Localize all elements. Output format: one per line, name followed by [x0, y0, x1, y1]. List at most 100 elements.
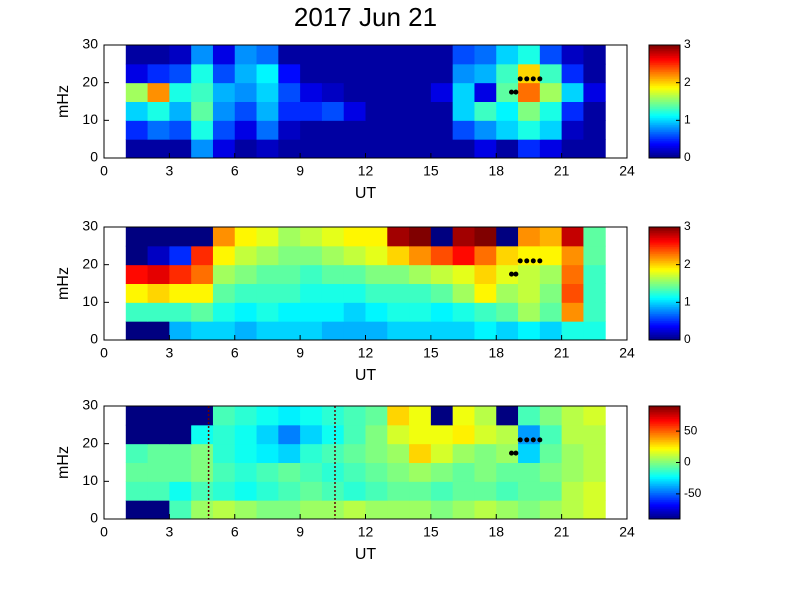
heatmap-cell [212, 443, 236, 463]
colorbar-step [649, 295, 680, 299]
x-tick-label: 9 [296, 524, 304, 540]
heatmap-cell [212, 424, 236, 445]
heatmap-cell [300, 45, 323, 65]
heatmap-cell [321, 462, 345, 482]
heatmap-cell [212, 63, 236, 84]
colorbar-step [649, 57, 680, 60]
marker [513, 89, 519, 95]
heatmap-cell [474, 424, 497, 445]
heatmap-cell [212, 462, 236, 482]
colorbar-step [649, 278, 680, 281]
heatmap-cell [430, 481, 454, 501]
heatmap-cell [387, 264, 410, 284]
heatmap-cell [583, 227, 606, 247]
colorbar-step [649, 46, 680, 50]
heatmap-cell [561, 424, 584, 445]
heatmap-cell [256, 227, 279, 247]
x-tick-label: 3 [165, 345, 173, 361]
heatmap-cell [147, 443, 170, 463]
x-tick-label: 21 [554, 163, 570, 179]
heatmap-cell [278, 500, 301, 520]
heatmap-cell [452, 302, 475, 322]
heatmap-cell [583, 45, 606, 65]
colorbar-step [649, 67, 680, 71]
heatmap-cell [561, 227, 584, 247]
heatmap-cell [300, 321, 323, 341]
heatmap-cell [430, 264, 454, 284]
colorbar-step [649, 443, 680, 446]
heatmap-cell [343, 82, 366, 102]
heatmap-cell [125, 302, 149, 322]
heatmap-cell [212, 321, 236, 341]
heatmap-cell [561, 481, 584, 501]
heatmap-cell [212, 302, 236, 322]
colorbar-step [649, 466, 680, 469]
colorbar-step [649, 446, 680, 449]
heatmap-cell [321, 406, 345, 426]
heatmap-cell [169, 443, 192, 463]
colorbar-step [649, 317, 680, 320]
heatmap-cell [452, 245, 475, 266]
heatmap-cell [518, 45, 541, 65]
colorbar-step [649, 290, 680, 293]
colorbar-step [649, 423, 680, 426]
y-axis-label: mHz [55, 267, 72, 300]
heatmap-cell [365, 245, 388, 266]
colorbar-step [649, 513, 680, 516]
y-tick-label: 30 [82, 397, 98, 413]
heatmap-cell [474, 462, 497, 482]
heatmap-cell [321, 283, 345, 303]
heatmap-cell [169, 424, 192, 445]
heatmap-cell [191, 139, 214, 159]
heatmap-cell [321, 227, 345, 247]
heatmap-cell [387, 406, 410, 426]
heatmap-cell [539, 481, 563, 501]
heatmap-cell [430, 120, 454, 140]
heatmap-cell [387, 63, 410, 84]
heatmap-cell [561, 45, 584, 65]
colorbar-step [649, 237, 680, 240]
x-tick-label: 9 [296, 345, 304, 361]
heatmap-cell [496, 139, 519, 159]
x-tick-label: 21 [554, 345, 570, 361]
heatmap-cell [365, 406, 388, 426]
y-tick-label: 30 [82, 218, 98, 234]
heatmap-cell [583, 302, 606, 322]
heatmap-cell [234, 264, 258, 284]
x-tick-label: 6 [231, 163, 239, 179]
heatmap-cell [452, 101, 475, 121]
heatmap-cell [234, 45, 258, 65]
heatmap-cell [474, 264, 497, 284]
colorbar-step [649, 75, 680, 78]
heatmap-cell [561, 500, 584, 520]
colorbar-step [649, 126, 680, 129]
heatmap-cell [212, 500, 236, 520]
colorbar-step [649, 490, 680, 494]
colorbar-step [649, 283, 680, 286]
colorbar-step [649, 255, 680, 258]
colorbar-step [649, 315, 680, 318]
colorbar-step [649, 101, 680, 104]
colorbar-step [649, 241, 680, 244]
heatmap-cell [125, 264, 149, 284]
heatmap-cell [539, 120, 563, 140]
colorbar-step [649, 249, 680, 253]
heatmap-cell [430, 462, 454, 482]
heatmap-cell [300, 283, 323, 303]
heatmap-cell [430, 283, 454, 303]
x-tick-label: 24 [619, 524, 635, 540]
heatmap-cell [452, 406, 475, 426]
heatmap-cell [474, 406, 497, 426]
heatmap-cell [256, 101, 279, 121]
colorbar-step [649, 439, 680, 442]
colorbar-step [649, 154, 680, 157]
heatmap-cell [430, 82, 454, 102]
marker [524, 437, 530, 443]
heatmap-cell [409, 481, 432, 501]
colorbar-step [649, 434, 680, 437]
marker [537, 76, 543, 82]
heatmap-cell [430, 302, 454, 322]
colorbar-step [649, 292, 680, 295]
colorbar-step [649, 64, 680, 67]
